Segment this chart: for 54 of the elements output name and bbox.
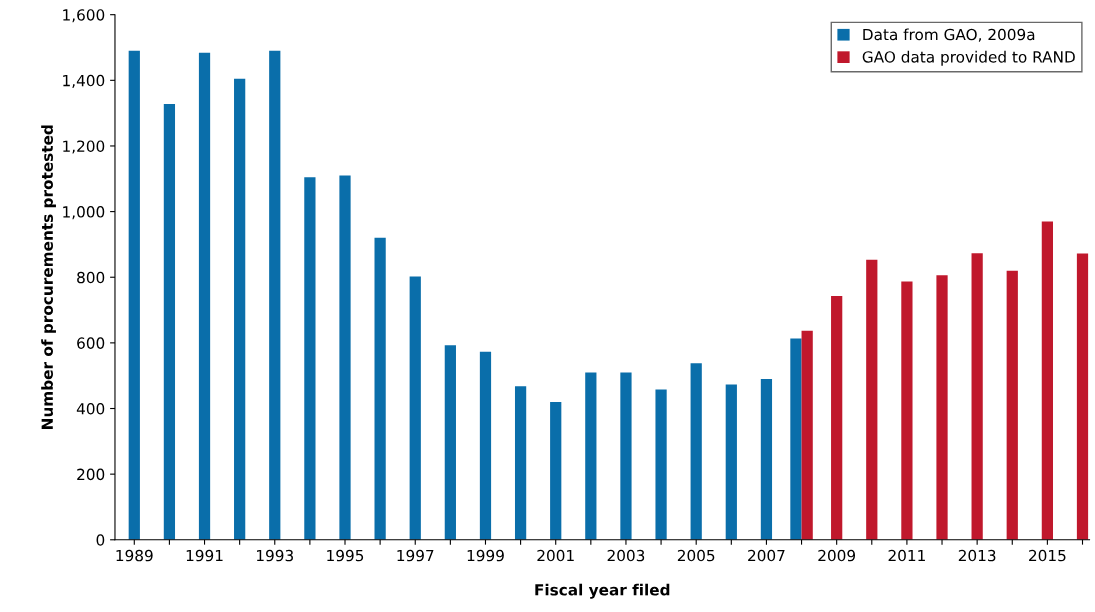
bar (1076, 253, 1089, 540)
y-tick-label: 1,400 (63, 74, 105, 88)
x-tick-label: 2005 (677, 549, 715, 562)
x-tick-label: 2001 (537, 549, 574, 562)
x-tick-label: 2013 (958, 549, 996, 562)
x-tick-label: 1997 (397, 549, 434, 562)
bar (128, 50, 140, 540)
bar (725, 384, 737, 540)
x-tick-label: 2007 (748, 549, 785, 562)
x-tick-label: 1999 (467, 549, 504, 562)
x-tick-label: 2009 (818, 549, 856, 562)
bar (444, 345, 456, 540)
bar (409, 276, 421, 540)
bar (866, 259, 878, 540)
bar (831, 295, 843, 540)
legend-label: Data from GAO, 2009a (863, 28, 1035, 42)
bar (304, 177, 316, 540)
y-tick-label: 1,200 (63, 140, 105, 154)
bar (198, 52, 211, 540)
bar (655, 389, 667, 540)
bar (374, 237, 386, 540)
y-tick-label: 600 (77, 337, 105, 349)
legend-label: GAO data provided to RAND (862, 50, 1075, 66)
bar (514, 386, 527, 540)
bar (971, 253, 983, 540)
bar (234, 78, 246, 540)
bar (269, 50, 281, 540)
x-tick-label: 2003 (607, 549, 645, 562)
bar (936, 275, 948, 540)
y-tick-label: 200 (77, 468, 105, 481)
x-tick-label: 1993 (257, 549, 293, 562)
bar (550, 401, 562, 540)
y-tick-label: 0 (96, 534, 105, 546)
bar (901, 281, 913, 540)
bar (690, 363, 702, 540)
bar (1041, 221, 1053, 540)
x-tick-label: 1989 (116, 549, 153, 562)
x-tick-label: 1991 (186, 549, 223, 562)
x-tick-label: 1995 (327, 549, 364, 562)
bar (479, 351, 492, 540)
y-tick-label: 400 (76, 402, 105, 415)
bar (163, 103, 176, 540)
x-tick-label: 2015 (1029, 549, 1066, 562)
y-tick-label: 800 (77, 271, 105, 284)
y-tick-label: 1,600 (63, 9, 105, 23)
bar (1006, 270, 1018, 540)
bar (620, 372, 632, 540)
x-tick-label: 2011 (888, 549, 925, 562)
x-axis-title: Fiscal year filed (535, 583, 670, 599)
bar (760, 378, 773, 540)
y-tick-label: 1,000 (63, 206, 105, 220)
bar (585, 372, 597, 540)
bar (339, 175, 351, 540)
y-axis-title: Number of procurements protested (41, 125, 56, 429)
